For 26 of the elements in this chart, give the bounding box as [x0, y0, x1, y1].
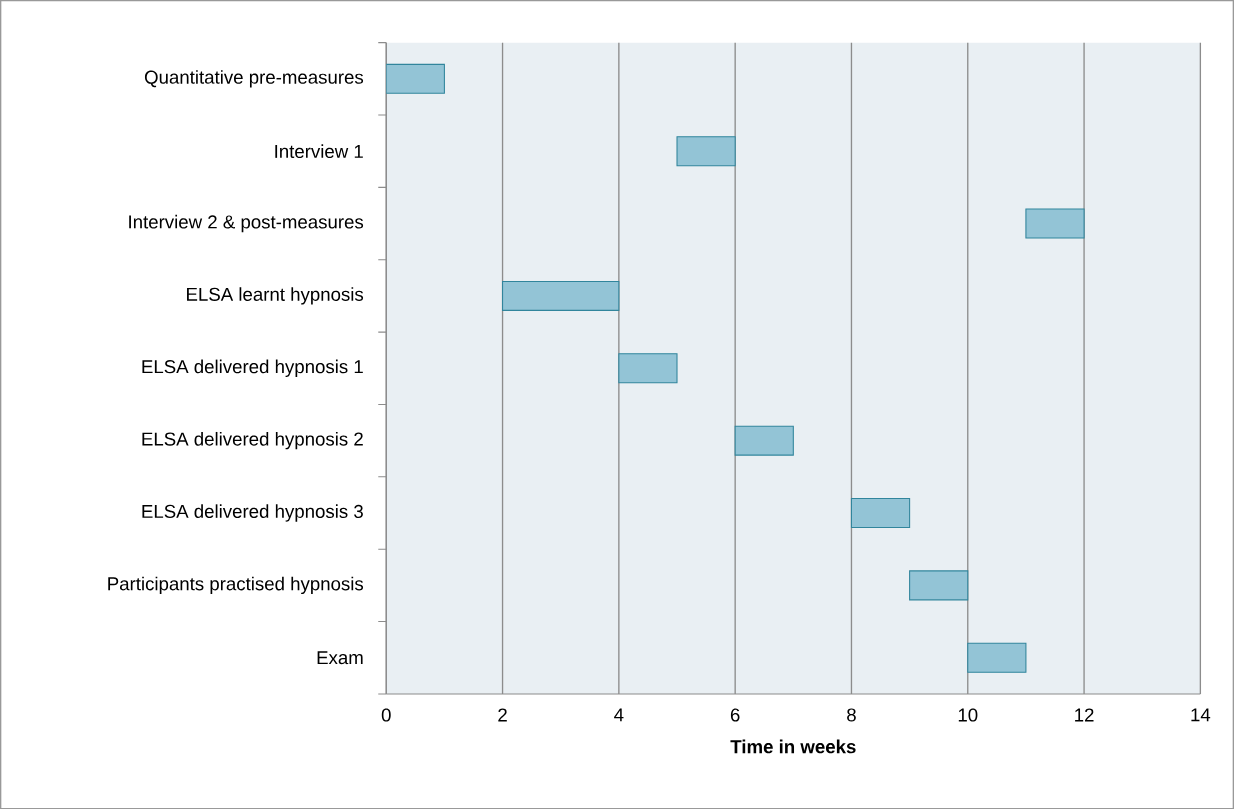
bar [850, 497, 911, 528]
y-tick-label: Interview 1 [275, 144, 363, 158]
bar [1025, 208, 1085, 239]
bar [734, 425, 794, 456]
bar [909, 570, 969, 601]
y-tick-label: ELSA delivered hypnosis 1 [142, 359, 363, 377]
x-tick-label: 12 [1075, 708, 1094, 722]
bar [502, 280, 620, 311]
y-tick-label: Quantitative pre-measures [144, 69, 364, 88]
bar [618, 353, 678, 384]
x-tick-label: 6 [730, 708, 740, 722]
bar [967, 642, 1027, 673]
x-axis-title: Time in weeks [730, 739, 856, 754]
y-tick-label: Participants practised hypnosis [108, 576, 364, 594]
y-tick-label: ELSA learnt hypnosis [187, 287, 364, 305]
y-tick-label: Interview 2 & post-measures [129, 214, 364, 233]
y-tick-label: ELSA delivered hypnosis 3 [142, 504, 363, 522]
x-tick-label: 2 [498, 708, 507, 722]
x-tick-label: 10 [958, 708, 978, 722]
y-tick-label: ELSA delivered hypnosis 2 [142, 431, 363, 450]
x-tick-label: 0 [381, 708, 391, 722]
x-tick-label: 14 [1191, 708, 1211, 721]
x-tick-label: 8 [847, 708, 856, 722]
y-tick-label: Exam [317, 651, 363, 665]
bar [676, 135, 736, 166]
x-tick-label: 4 [614, 708, 624, 721]
